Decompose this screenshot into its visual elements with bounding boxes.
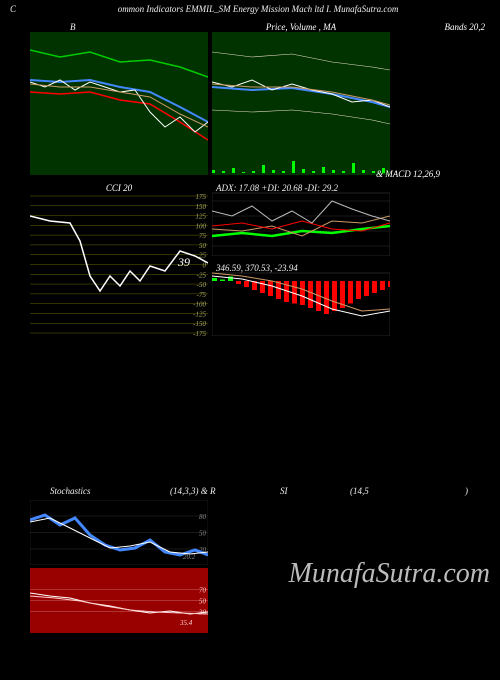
bb-chart bbox=[30, 20, 208, 175]
svg-text:80: 80 bbox=[199, 513, 207, 521]
price-chart bbox=[212, 20, 390, 175]
svg-text:-175: -175 bbox=[193, 330, 206, 336]
svg-text:35.4: 35.4 bbox=[179, 619, 193, 627]
rsi-panel: 70503035.4 bbox=[30, 568, 208, 633]
svg-text:75: 75 bbox=[199, 232, 207, 240]
svg-text:50: 50 bbox=[199, 530, 207, 538]
price-title: Price, Volume , MA bbox=[266, 22, 336, 32]
svg-text:50: 50 bbox=[199, 242, 207, 250]
adx-title: ADX: 17.08 +DI: 20.68 -DI: 29.2 bbox=[216, 183, 338, 193]
price-panel: Price, Volume , MA bbox=[212, 20, 390, 175]
cci-panel: CCI 20 1751501251007550250-25-50-75-100-… bbox=[30, 181, 208, 336]
stoch-panel: 80502020.2 bbox=[30, 500, 208, 565]
macd-panel: 346.59, 370.53, -23.94 bbox=[212, 261, 390, 336]
stoch-chart: 80502020.2 bbox=[30, 500, 208, 565]
svg-text:39: 39 bbox=[177, 255, 190, 269]
svg-text:-125: -125 bbox=[193, 310, 206, 318]
svg-text:-150: -150 bbox=[193, 320, 206, 328]
adx-panel: ADX: 17.08 +DI: 20.68 -DI: 29.2 & MACD 1… bbox=[212, 181, 390, 256]
header-main: ommon Indicators EMMIL_SM Energy Mission… bbox=[118, 4, 399, 14]
macd-title: 346.59, 370.53, -23.94 bbox=[216, 263, 298, 273]
cci-chart: 1751501251007550250-25-50-75-100-125-150… bbox=[30, 181, 208, 336]
svg-text:-25: -25 bbox=[197, 271, 207, 279]
stoch-param-a: (14,3,3) & R bbox=[170, 486, 216, 496]
svg-text:-75: -75 bbox=[197, 291, 207, 299]
stoch-param-b: SI bbox=[280, 486, 288, 496]
svg-text:50: 50 bbox=[199, 598, 207, 606]
header-left: C bbox=[10, 4, 16, 14]
svg-text:175: 175 bbox=[196, 193, 207, 201]
svg-text:150: 150 bbox=[196, 203, 207, 211]
stoch-title: Stochastics bbox=[50, 486, 91, 496]
stoch-param-c: (14,5 bbox=[350, 486, 369, 496]
svg-text:125: 125 bbox=[196, 213, 207, 221]
svg-text:20.2: 20.2 bbox=[183, 553, 196, 561]
svg-text:-100: -100 bbox=[193, 301, 206, 309]
svg-text:100: 100 bbox=[196, 222, 207, 230]
adx-sub: & MACD 12,26,9 bbox=[376, 169, 440, 179]
bb-panel: B bbox=[30, 20, 208, 175]
svg-text:-50: -50 bbox=[197, 281, 207, 289]
stoch-param-d: ) bbox=[465, 486, 468, 496]
watermark: MunafaSutra.com bbox=[289, 558, 490, 590]
bands-label: Bands 20,2 bbox=[445, 22, 486, 32]
rsi-chart: 70503035.4 bbox=[30, 568, 208, 633]
bb-title: B bbox=[70, 22, 76, 32]
page-header: C ommon Indicators EMMIL_SM Energy Missi… bbox=[0, 0, 500, 18]
cci-title: CCI 20 bbox=[106, 183, 132, 193]
svg-text:70: 70 bbox=[199, 587, 207, 595]
